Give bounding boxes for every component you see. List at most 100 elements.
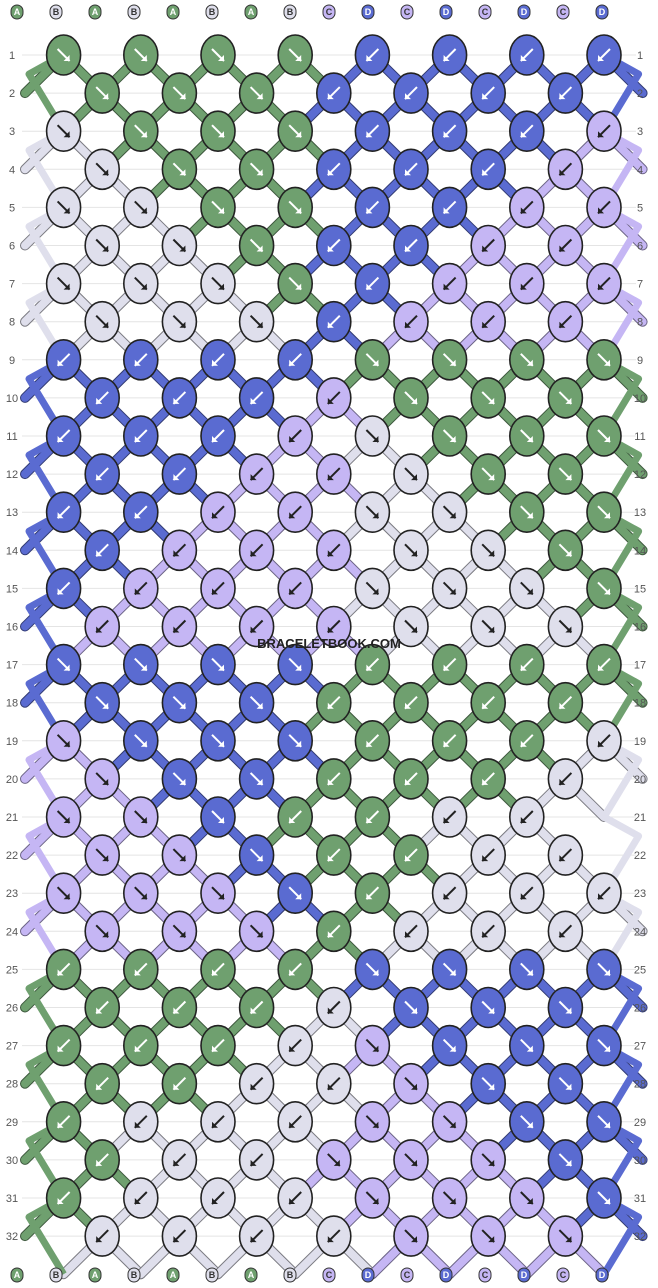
knot <box>277 1177 314 1219</box>
arrow-head <box>295 131 302 138</box>
arrow-head <box>212 1121 218 1128</box>
knot <box>354 338 391 381</box>
arrow-head <box>405 93 411 100</box>
arrow-head <box>179 931 186 938</box>
arrow-head <box>559 245 566 252</box>
arrow-head <box>212 1198 218 1204</box>
row-number-right: 32 <box>634 1231 646 1243</box>
row-number-left: 21 <box>6 812 18 824</box>
knot <box>238 72 275 114</box>
knot <box>586 643 622 686</box>
top-strand-swatch <box>478 4 492 20</box>
knot <box>393 148 429 191</box>
arrow-head <box>140 55 147 61</box>
arrow-head <box>565 1083 572 1090</box>
knot <box>547 1215 584 1257</box>
arrow-head <box>520 55 527 61</box>
knot <box>393 758 429 800</box>
top-strand-swatch <box>205 4 219 20</box>
arrow-head <box>295 55 302 61</box>
knot <box>45 1101 82 1143</box>
arrow-head <box>449 512 456 519</box>
arrow-head <box>405 778 411 785</box>
knot <box>470 1215 507 1257</box>
knot <box>277 186 314 229</box>
knot <box>547 1139 584 1181</box>
knot <box>431 34 468 76</box>
arrow-head <box>63 283 70 290</box>
knot <box>547 681 584 724</box>
arrow-head <box>565 1007 572 1014</box>
knot <box>123 1101 159 1143</box>
arrow-head <box>565 626 572 633</box>
knot <box>393 377 429 419</box>
knot <box>508 262 545 305</box>
knot <box>123 643 159 686</box>
arrow-head <box>526 1198 533 1204</box>
arrow-head <box>411 1159 417 1166</box>
arrow-head <box>140 740 147 747</box>
top-strand-swatch <box>556 4 570 20</box>
knot <box>84 377 120 419</box>
arrow-head <box>250 1083 257 1090</box>
knot <box>277 338 314 381</box>
knot <box>393 224 429 267</box>
arrow-head <box>218 664 224 671</box>
row-number-left: 3 <box>9 126 15 138</box>
row-number-right: 18 <box>634 698 646 710</box>
knot <box>123 719 159 762</box>
knot <box>238 529 275 572</box>
knot <box>470 529 507 572</box>
arrow-head <box>212 436 218 442</box>
knot <box>586 567 622 610</box>
arrow-head <box>372 588 379 595</box>
top-strand-swatch <box>88 4 102 20</box>
arrow-head <box>411 474 417 481</box>
knot <box>238 1139 275 1181</box>
knot <box>508 948 545 991</box>
knot <box>161 986 198 1029</box>
arrow-head <box>482 321 489 328</box>
knot <box>315 605 352 648</box>
knot <box>354 1024 391 1067</box>
arrow-head <box>598 664 604 671</box>
arrow-head <box>565 474 572 481</box>
arrow-head <box>526 588 533 595</box>
row-number-right: 24 <box>634 926 646 938</box>
arrow-head <box>520 664 527 671</box>
knot <box>508 34 545 76</box>
knot <box>431 643 468 686</box>
knot <box>315 1139 352 1181</box>
arrow-head <box>604 588 610 595</box>
bottom-strand-swatch <box>517 1267 531 1283</box>
row-number-left: 32 <box>6 1231 18 1243</box>
knot <box>431 1101 468 1143</box>
knot <box>586 872 622 915</box>
knot <box>586 491 622 534</box>
bottom-strand-label: D <box>443 1270 450 1280</box>
arrow-head <box>140 893 147 900</box>
arrow-head <box>405 855 411 862</box>
knot <box>431 872 468 915</box>
arrow-head <box>559 778 566 785</box>
arrow-head <box>218 283 224 290</box>
knot <box>84 529 120 572</box>
knot <box>508 491 545 534</box>
row-number-left: 29 <box>6 1117 18 1129</box>
arrow-head <box>250 1007 257 1014</box>
knot <box>315 834 352 876</box>
knot <box>315 910 352 953</box>
arrow-head <box>327 321 334 328</box>
knot <box>470 224 507 267</box>
knot <box>161 834 198 876</box>
row-number-right: 7 <box>637 279 643 291</box>
arrow-head <box>366 893 373 900</box>
bottom-strand-label: A <box>248 1270 255 1280</box>
arrow-head <box>443 893 450 900</box>
knot <box>393 1139 429 1181</box>
knot <box>161 224 198 267</box>
arrow-head <box>256 245 263 252</box>
arrow-head <box>565 1236 572 1243</box>
arrow-head <box>289 588 296 595</box>
arrow-head <box>443 664 450 671</box>
